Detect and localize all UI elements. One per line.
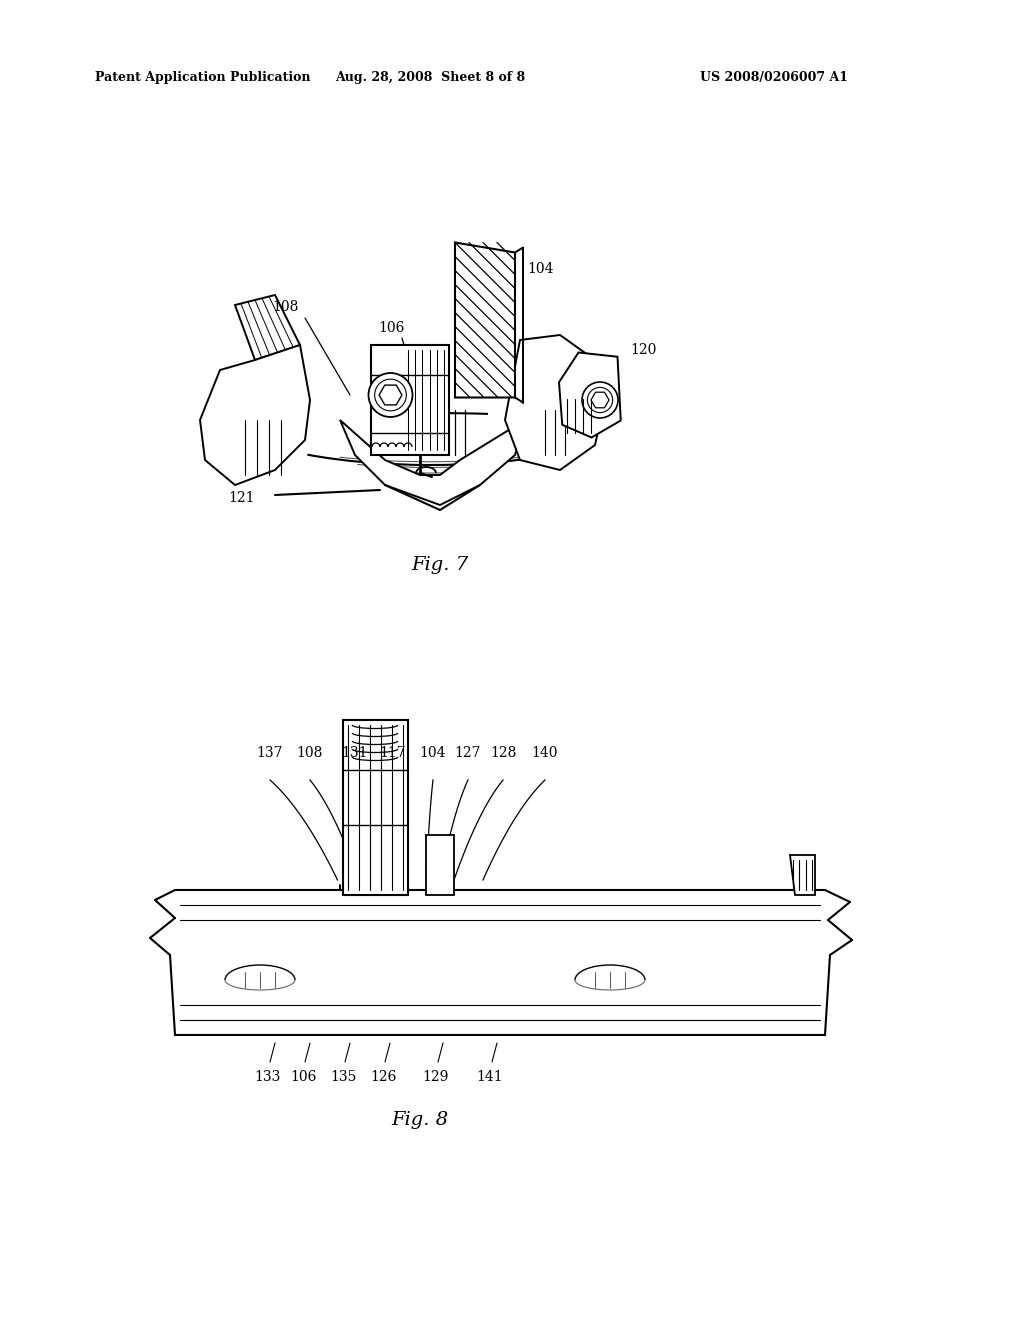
Text: 121: 121 bbox=[228, 491, 255, 506]
Polygon shape bbox=[426, 836, 454, 895]
Text: 135: 135 bbox=[330, 1071, 356, 1084]
Circle shape bbox=[369, 374, 413, 417]
Text: 129: 129 bbox=[423, 1071, 450, 1084]
Text: 117: 117 bbox=[380, 746, 407, 760]
Circle shape bbox=[582, 381, 618, 418]
Text: Patent Application Publication: Patent Application Publication bbox=[95, 71, 310, 84]
Text: 104: 104 bbox=[420, 746, 446, 760]
Polygon shape bbox=[234, 294, 300, 360]
Polygon shape bbox=[342, 719, 408, 895]
Text: 126: 126 bbox=[370, 1071, 396, 1084]
Polygon shape bbox=[505, 335, 605, 470]
Text: 140: 140 bbox=[531, 746, 558, 760]
Text: 128: 128 bbox=[489, 746, 516, 760]
Text: 108: 108 bbox=[297, 746, 324, 760]
Polygon shape bbox=[790, 855, 815, 895]
Text: 104: 104 bbox=[527, 261, 554, 276]
Polygon shape bbox=[455, 243, 515, 397]
Text: Fig. 8: Fig. 8 bbox=[391, 1111, 449, 1129]
Polygon shape bbox=[559, 352, 621, 437]
Text: 106: 106 bbox=[290, 1071, 316, 1084]
Text: 108: 108 bbox=[271, 300, 298, 314]
Text: 106: 106 bbox=[379, 321, 406, 335]
Text: US 2008/0206007 A1: US 2008/0206007 A1 bbox=[700, 71, 848, 84]
Text: 133: 133 bbox=[255, 1071, 282, 1084]
Text: 131: 131 bbox=[342, 746, 369, 760]
Polygon shape bbox=[591, 392, 609, 408]
Text: Fig. 7: Fig. 7 bbox=[412, 556, 469, 574]
Polygon shape bbox=[200, 345, 310, 484]
Text: 137: 137 bbox=[257, 746, 284, 760]
Text: 120: 120 bbox=[630, 343, 656, 356]
Text: 127: 127 bbox=[455, 746, 481, 760]
Polygon shape bbox=[379, 385, 402, 405]
Text: 141: 141 bbox=[477, 1071, 504, 1084]
Text: Aug. 28, 2008  Sheet 8 of 8: Aug. 28, 2008 Sheet 8 of 8 bbox=[335, 71, 525, 84]
Polygon shape bbox=[371, 345, 449, 455]
Polygon shape bbox=[340, 420, 525, 506]
